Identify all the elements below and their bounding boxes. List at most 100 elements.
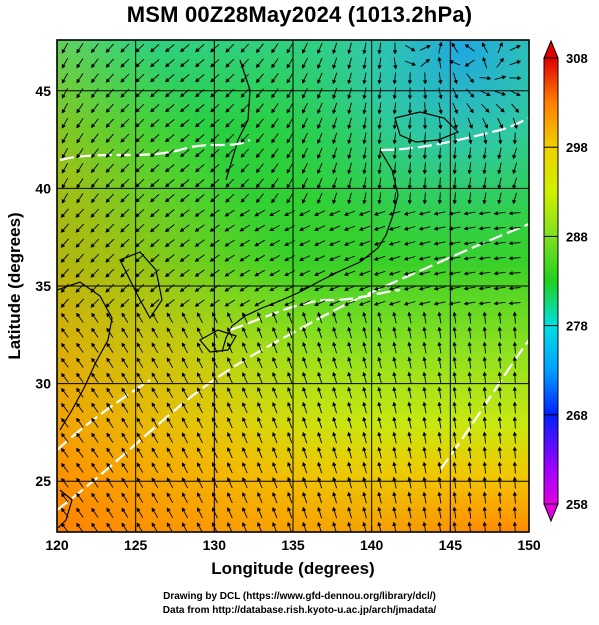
streamline-arrow — [329, 270, 341, 276]
streamline-arrow — [512, 506, 517, 519]
streamline-arrow — [179, 299, 190, 307]
streamline-arrow — [332, 461, 338, 474]
streamline-arrow — [467, 461, 472, 474]
streamline-arrow — [150, 239, 160, 248]
streamline-arrow — [76, 103, 84, 114]
streamline-arrow — [301, 42, 308, 54]
streamline-arrow — [164, 239, 175, 248]
colorbar-ticks — [544, 57, 558, 505]
streamline-arrow — [467, 476, 472, 489]
streamline-arrow — [106, 402, 114, 413]
streamline-arrow — [150, 74, 160, 83]
streamline-arrow — [166, 327, 174, 339]
streamline-arrow — [91, 118, 99, 129]
streamline-arrow — [105, 298, 115, 308]
streamline-arrow — [210, 148, 220, 158]
streamline-arrow — [497, 401, 502, 414]
streamline-arrow — [329, 285, 341, 291]
streamline-arrow — [358, 255, 371, 261]
streamline-arrow — [362, 446, 367, 459]
streamline-arrow — [453, 132, 458, 145]
streamline-arrow — [302, 356, 308, 369]
streamline-arrow — [91, 58, 99, 69]
streamline-arrow — [497, 431, 502, 444]
streamline-arrow — [195, 119, 205, 128]
streamline-arrow — [121, 327, 129, 338]
streamline-arrow — [332, 72, 338, 85]
streamline-arrow — [181, 462, 188, 474]
streamline-arrow — [136, 327, 144, 338]
streamline-arrow — [358, 240, 371, 246]
streamline-arrow — [166, 462, 174, 474]
streamline-arrow — [136, 387, 144, 398]
streamline-arrow — [286, 163, 294, 174]
streamline-arrow — [105, 133, 114, 143]
streamline-arrow — [151, 462, 159, 474]
streamline-arrow — [150, 179, 160, 188]
streamline-arrow — [257, 372, 263, 384]
streamline-arrow — [497, 341, 502, 354]
y-tick-label: 40 — [35, 180, 51, 196]
streamline-arrow — [286, 118, 294, 129]
streamline-arrow — [482, 461, 487, 474]
streamline-arrow — [451, 42, 459, 53]
streamline-arrow — [299, 255, 311, 262]
streamline-arrow — [362, 162, 367, 175]
streamline-arrow — [91, 492, 99, 503]
streamline-arrow — [373, 300, 386, 306]
streamline-arrow — [120, 148, 130, 158]
streamline-arrow — [509, 45, 521, 51]
streamline-arrow — [438, 87, 443, 100]
streamline-arrow — [240, 193, 250, 203]
streamline-arrow — [332, 446, 338, 459]
streamline-arrow — [497, 162, 502, 175]
streamline-arrow — [255, 73, 264, 84]
streamline-arrow — [480, 103, 490, 113]
streamline-arrow — [377, 42, 382, 55]
streamline-arrow — [227, 432, 233, 444]
streamline-arrow — [150, 134, 160, 143]
streamline-arrow — [433, 226, 446, 231]
x-tick-label: 150 — [517, 537, 541, 553]
streamline-arrow — [180, 164, 190, 173]
streamline-arrow — [209, 269, 220, 277]
streamline-arrow — [362, 72, 367, 85]
streamline-arrow — [194, 254, 205, 262]
streamline-arrow — [388, 285, 401, 291]
streamline-arrow — [509, 60, 522, 66]
streamline-arrow — [377, 57, 382, 70]
streamline-arrow — [272, 357, 278, 369]
streamline-arrow — [377, 371, 382, 384]
streamline-arrow — [257, 462, 263, 474]
streamline-arrow — [242, 387, 248, 399]
streamline-arrow — [287, 491, 293, 504]
streamline-arrow — [467, 506, 472, 519]
streamline-arrow — [164, 269, 175, 278]
streamline-arrow — [407, 117, 412, 130]
streamline-arrow — [75, 238, 85, 248]
streamline-arrow — [497, 416, 502, 429]
streamline-arrow — [90, 223, 100, 233]
streamline-arrow — [448, 226, 461, 231]
streamline-arrow — [467, 162, 472, 175]
streamline-arrow — [437, 341, 442, 354]
streamline-arrow — [377, 162, 382, 175]
streamline-arrow — [512, 476, 517, 489]
streamline-arrow — [195, 164, 205, 173]
streamline-arrow — [224, 299, 235, 307]
streamline-arrow — [347, 117, 352, 130]
streamline-arrow — [407, 371, 412, 384]
streamline-arrow — [269, 210, 281, 217]
streamline-arrow — [452, 102, 458, 114]
streamline-arrow — [91, 43, 99, 54]
streamline-arrow — [195, 44, 205, 53]
streamline-arrow — [358, 285, 371, 291]
streamline-arrow — [329, 255, 341, 261]
streamline-arrow — [418, 271, 431, 276]
streamline-arrow — [498, 132, 503, 145]
streamline-arrow — [437, 371, 442, 384]
streamline-arrow — [479, 76, 492, 81]
streamline-arrow — [61, 42, 69, 54]
streamline-arrow — [91, 507, 99, 518]
streamline-arrow — [377, 311, 382, 324]
